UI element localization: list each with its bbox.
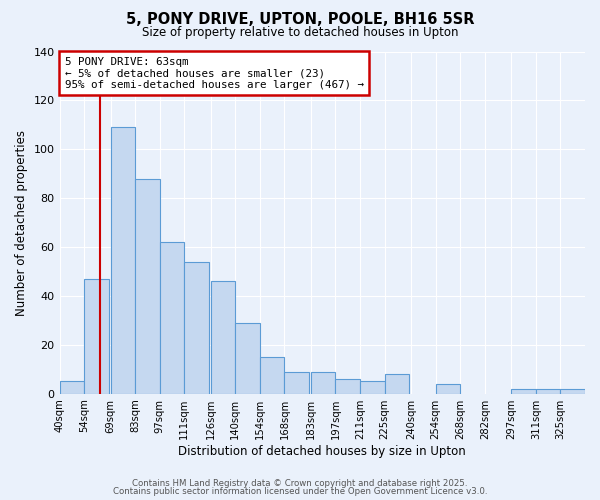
Bar [235,323,260,394]
Bar [84,279,109,394]
Bar [211,282,235,394]
Bar [260,357,284,394]
Bar [110,128,135,394]
Bar [511,389,536,394]
Bar [335,379,360,394]
Bar [360,382,385,394]
Y-axis label: Number of detached properties: Number of detached properties [15,130,28,316]
Text: Contains public sector information licensed under the Open Government Licence v3: Contains public sector information licen… [113,487,487,496]
Bar [284,372,309,394]
Bar [536,389,560,394]
X-axis label: Distribution of detached houses by size in Upton: Distribution of detached houses by size … [178,444,466,458]
Text: 5, PONY DRIVE, UPTON, POOLE, BH16 5SR: 5, PONY DRIVE, UPTON, POOLE, BH16 5SR [126,12,474,28]
Text: 5 PONY DRIVE: 63sqm
← 5% of detached houses are smaller (23)
95% of semi-detache: 5 PONY DRIVE: 63sqm ← 5% of detached hou… [65,56,364,90]
Text: Size of property relative to detached houses in Upton: Size of property relative to detached ho… [142,26,458,39]
Bar [436,384,460,394]
Text: Contains HM Land Registry data © Crown copyright and database right 2025.: Contains HM Land Registry data © Crown c… [132,478,468,488]
Bar [311,372,335,394]
Bar [385,374,409,394]
Bar [59,382,84,394]
Bar [135,178,160,394]
Bar [560,389,585,394]
Bar [184,262,209,394]
Bar [160,242,184,394]
